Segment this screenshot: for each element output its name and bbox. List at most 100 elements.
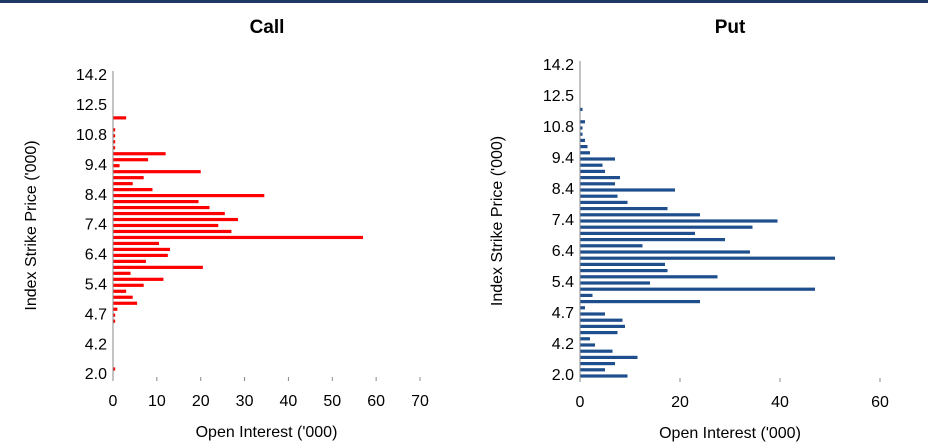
- y-tick-label: 7.4: [85, 217, 107, 234]
- bar: [580, 213, 700, 217]
- bar: [113, 164, 120, 168]
- bar: [580, 163, 603, 167]
- x-tick-label: 20: [192, 393, 210, 410]
- bar: [113, 128, 116, 132]
- bar: [580, 244, 643, 248]
- bar: [113, 140, 116, 144]
- bar: [113, 116, 127, 120]
- bar: [580, 312, 605, 316]
- bar: [580, 281, 650, 285]
- bar: [113, 307, 118, 311]
- x-tick-label: 40: [771, 394, 789, 411]
- bar: [113, 199, 199, 204]
- y-tick-label: 4.2: [552, 336, 574, 353]
- bar: [113, 188, 153, 192]
- bar: [580, 120, 585, 124]
- bar: [580, 182, 615, 186]
- bar: [113, 265, 203, 269]
- bar: [113, 182, 133, 186]
- bar: [113, 223, 219, 228]
- bar: [580, 138, 585, 142]
- bar: [580, 368, 605, 372]
- bar: [580, 126, 583, 130]
- bar: [113, 152, 166, 156]
- bar: [113, 170, 201, 174]
- bar: [580, 331, 618, 335]
- y-tick-label: 14.2: [76, 67, 107, 84]
- y-axis-label: Index Strike Price ('000): [489, 136, 506, 306]
- y-tick-label: 8.4: [552, 181, 574, 198]
- header-bar: [0, 0, 928, 3]
- y-tick-label: 10.8: [543, 119, 574, 136]
- bar: [580, 176, 620, 180]
- y-tick-label: 8.4: [85, 187, 107, 204]
- bar: [580, 306, 585, 310]
- bar: [113, 289, 127, 293]
- bar: [113, 313, 116, 317]
- bar: [113, 253, 168, 257]
- bar: [580, 219, 778, 223]
- x-tick-label: 0: [576, 394, 585, 411]
- bar: [580, 238, 725, 242]
- bar: [580, 107, 583, 111]
- bar: [113, 241, 160, 246]
- y-tick-label: 9.4: [552, 150, 574, 167]
- x-tick-label: 20: [671, 394, 689, 411]
- bar: [113, 229, 232, 234]
- bar: [113, 146, 116, 150]
- bar: [113, 271, 131, 275]
- y-tick-label: 4.7: [552, 305, 574, 322]
- bar: [580, 200, 628, 204]
- bar: [113, 205, 210, 210]
- y-tick-label: 12.5: [543, 88, 574, 105]
- bar: [580, 225, 753, 229]
- x-tick-label: 50: [323, 393, 341, 410]
- bar: [113, 283, 144, 287]
- y-tick-label: 9.4: [85, 157, 107, 174]
- bar: [580, 343, 595, 347]
- bar: [580, 188, 675, 192]
- bar: [113, 134, 116, 138]
- bar: [580, 293, 593, 297]
- y-tick-label: 2.0: [552, 367, 574, 384]
- y-tick-label: 6.4: [552, 243, 574, 260]
- y-tick-label: 5.4: [552, 274, 574, 291]
- bar: [580, 262, 665, 266]
- bar: [580, 275, 718, 279]
- x-tick-label: 60: [367, 393, 385, 410]
- bar: [580, 145, 588, 149]
- bar: [580, 300, 700, 304]
- bar: [580, 349, 613, 353]
- bar: [580, 250, 750, 254]
- x-axis-label: Open Interest ('000): [659, 425, 801, 442]
- bar: [580, 287, 815, 291]
- bar: [580, 256, 835, 260]
- bar: [113, 277, 164, 281]
- bar: [580, 169, 605, 173]
- y-axis-label: Index Strike Price ('000): [23, 140, 40, 310]
- bar: [580, 151, 590, 155]
- bar: [580, 194, 618, 198]
- bar: [113, 158, 149, 162]
- chart-title: Call: [250, 17, 285, 38]
- bar: [580, 132, 583, 136]
- x-tick-label: 40: [280, 393, 298, 410]
- bar: [580, 324, 625, 328]
- y-tick-label: 14.2: [543, 57, 574, 74]
- bar: [580, 207, 668, 211]
- bar: [113, 247, 171, 252]
- y-tick-label: 4.7: [85, 306, 107, 323]
- bar: [113, 217, 238, 222]
- bar: [113, 295, 133, 299]
- bar: [580, 269, 668, 273]
- bar: [580, 355, 638, 359]
- bar: [113, 211, 225, 216]
- x-axis-label: Open Interest ('000): [196, 424, 338, 441]
- y-tick-label: 7.4: [552, 212, 574, 229]
- bar: [113, 301, 138, 305]
- y-tick-label: 4.2: [85, 336, 107, 353]
- bar: [113, 235, 363, 240]
- bar: [580, 318, 623, 322]
- bar: [580, 231, 695, 235]
